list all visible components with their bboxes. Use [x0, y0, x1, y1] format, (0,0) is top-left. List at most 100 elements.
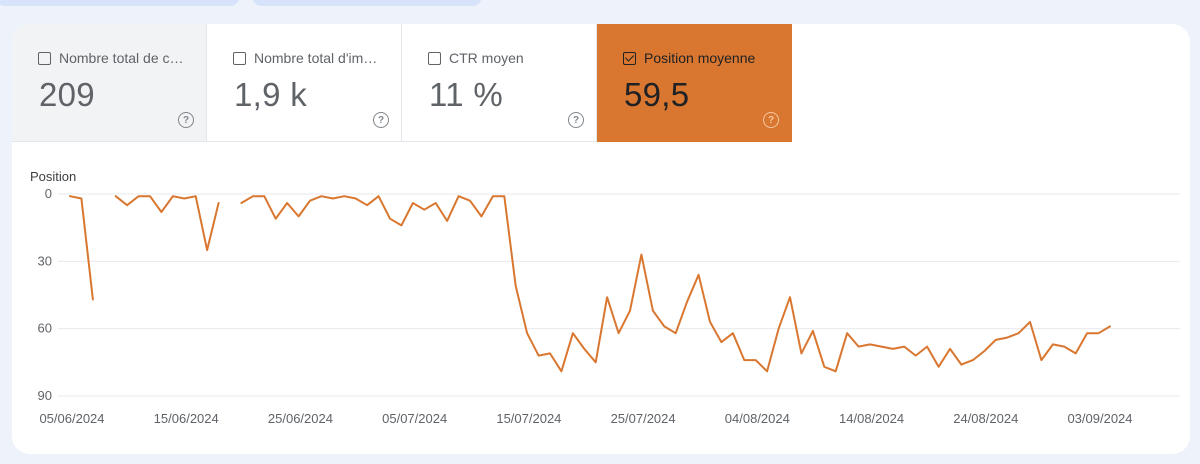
- data-point: [789, 296, 791, 298]
- data-point: [286, 202, 288, 204]
- data-point: [138, 195, 140, 197]
- data-point: [686, 301, 688, 303]
- checkbox-clicks[interactable]: [38, 51, 51, 65]
- data-point: [218, 202, 220, 204]
- data-point: [766, 370, 768, 372]
- data-point: [880, 346, 882, 348]
- data-point: [206, 249, 208, 251]
- x-tick-label: 25/07/2024: [611, 411, 676, 426]
- data-point: [126, 204, 128, 206]
- x-tick-label: 15/06/2024: [154, 411, 219, 426]
- y-tick-label: 90: [38, 388, 52, 403]
- data-point: [446, 220, 448, 222]
- x-tick-label: 05/07/2024: [382, 411, 447, 426]
- data-point: [389, 218, 391, 220]
- data-point: [332, 197, 334, 199]
- data-point: [1063, 346, 1065, 348]
- data-point: [709, 321, 711, 323]
- checkbox-impressions[interactable]: [233, 51, 246, 65]
- data-point: [1018, 332, 1020, 334]
- data-point: [778, 328, 780, 330]
- data-point: [343, 195, 345, 197]
- data-point: [1040, 359, 1042, 361]
- data-point: [298, 215, 300, 217]
- data-point: [560, 370, 562, 372]
- data-point: [366, 204, 368, 206]
- data-point: [572, 332, 574, 334]
- metric-value-ctr: 11 %: [429, 76, 503, 113]
- checkbox-position[interactable]: [623, 51, 636, 65]
- data-point: [812, 330, 814, 332]
- data-point: [1052, 343, 1054, 345]
- metric-tile-position[interactable]: Position moyenne 59,5 ?: [597, 24, 792, 142]
- x-tick-label: 03/09/2024: [1067, 411, 1132, 426]
- series-line-position: [69, 195, 1111, 373]
- data-point: [503, 195, 505, 197]
- data-point: [720, 341, 722, 343]
- help-icon[interactable]: ?: [763, 112, 779, 128]
- data-point: [938, 366, 940, 368]
- data-point: [732, 332, 734, 334]
- data-point: [183, 197, 185, 199]
- data-point: [618, 332, 620, 334]
- data-point: [972, 359, 974, 361]
- help-icon[interactable]: ?: [568, 112, 584, 128]
- data-point: [160, 211, 162, 213]
- data-point: [800, 352, 802, 354]
- y-axis-label: Position: [30, 169, 76, 184]
- data-point: [275, 218, 277, 220]
- data-point: [675, 332, 677, 334]
- performance-card: Nombre total de clics 209 ? Nombre total…: [12, 24, 1190, 454]
- data-point: [115, 195, 117, 197]
- data-point: [1098, 332, 1100, 334]
- data-point: [480, 215, 482, 217]
- x-tick-label: 05/06/2024: [39, 411, 104, 426]
- data-point: [378, 195, 380, 197]
- help-icon[interactable]: ?: [373, 112, 389, 128]
- data-point: [583, 348, 585, 350]
- top-chip-right[interactable]: [252, 0, 482, 6]
- metric-tile-impressions[interactable]: Nombre total d'impressions 1,9 k ?: [207, 24, 402, 142]
- data-point: [549, 352, 551, 354]
- data-point: [698, 274, 700, 276]
- data-point: [892, 348, 894, 350]
- data-point: [755, 359, 757, 361]
- data-point: [263, 195, 265, 197]
- checkbox-ctr[interactable]: [428, 51, 441, 65]
- data-point: [983, 350, 985, 352]
- position-chart[interactable]: Position 0 30 60 90 05/06/2024 15/06/2024 25/06…: [12, 24, 1190, 454]
- metric-value-position: 59,5: [624, 76, 690, 113]
- help-icon[interactable]: ?: [178, 112, 194, 128]
- data-point: [400, 224, 402, 226]
- data-point: [435, 202, 437, 204]
- x-tick-label: 24/08/2024: [953, 411, 1018, 426]
- data-point: [149, 195, 151, 197]
- data-point: [823, 366, 825, 368]
- x-tick-label: 15/07/2024: [496, 411, 561, 426]
- y-tick-label: 0: [45, 186, 52, 201]
- data-point: [240, 202, 242, 204]
- data-point: [412, 202, 414, 204]
- data-point: [320, 195, 322, 197]
- data-point: [1086, 332, 1088, 334]
- metric-value-clicks: 209: [39, 76, 95, 113]
- data-point: [69, 195, 71, 197]
- data-point: [172, 195, 174, 197]
- data-point: [1109, 325, 1111, 327]
- data-point: [640, 254, 642, 256]
- data-point: [492, 195, 494, 197]
- metric-tile-ctr[interactable]: CTR moyen 11 % ?: [402, 24, 597, 142]
- data-point: [949, 348, 951, 350]
- data-point: [995, 339, 997, 341]
- data-point: [309, 200, 311, 202]
- metric-value-impressions: 1,9 k: [234, 76, 308, 113]
- data-point: [846, 332, 848, 334]
- x-tick-label: 14/08/2024: [839, 411, 904, 426]
- y-tick-label: 30: [38, 253, 52, 268]
- data-point: [1075, 352, 1077, 354]
- top-chip-left[interactable]: [0, 0, 240, 6]
- data-point: [1006, 337, 1008, 339]
- data-point: [469, 200, 471, 202]
- metric-tile-clicks[interactable]: Nombre total de clics 209 ?: [12, 24, 207, 142]
- data-point: [458, 195, 460, 197]
